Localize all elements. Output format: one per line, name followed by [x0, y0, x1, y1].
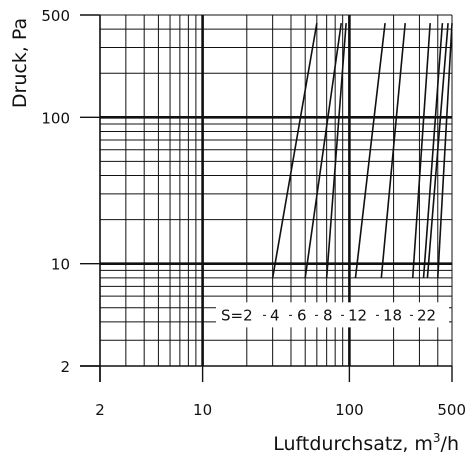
extra-series-line-2 [436, 23, 453, 278]
series-line-s6 [325, 23, 347, 278]
x-axis-title-suffix: /h [441, 433, 459, 455]
extra-series-line-1 [422, 23, 444, 278]
series-labels: S=2 4 6 8 12 18 22 [216, 302, 449, 328]
x-tick-label: 100 [335, 401, 364, 419]
series-label-4: 12 [348, 306, 367, 324]
x-tick-label: 500 [437, 401, 466, 419]
x-axis-title-superscript: 3 [433, 431, 441, 445]
series-line-s18 [411, 23, 431, 278]
series-lines [271, 22, 453, 279]
y-axis-title: Druck, Pa [9, 18, 31, 108]
series-label-3: 8 [323, 306, 333, 324]
y-tick-label: 10 [51, 256, 70, 274]
y-tick-label: 2 [60, 358, 70, 376]
series-label-2: 6 [297, 306, 307, 324]
x-tick-label: 2 [95, 401, 105, 419]
series-label-5: 18 [383, 306, 402, 324]
series-label-6: 22 [417, 306, 436, 324]
y-tick-label: 100 [41, 109, 70, 127]
axes [80, 14, 453, 382]
tick-labels: 2 10 100 500 2 10 100 500 [41, 7, 466, 419]
series-line-s2 [271, 22, 318, 279]
x-axis-title: Luftdurchsatz, m3/h [273, 431, 459, 455]
series-line-s8 [354, 23, 386, 278]
x-tick-label: 10 [193, 401, 212, 419]
y-tick-label: 500 [41, 7, 70, 25]
series-label-0: S=2 [221, 306, 253, 324]
series-line-s12 [380, 23, 407, 278]
series-label-1: 4 [270, 306, 280, 324]
series-line-s4 [304, 23, 343, 278]
x-axis-title-main: Luftdurchsatz, m [273, 433, 433, 455]
series-line-s22 [426, 23, 449, 278]
